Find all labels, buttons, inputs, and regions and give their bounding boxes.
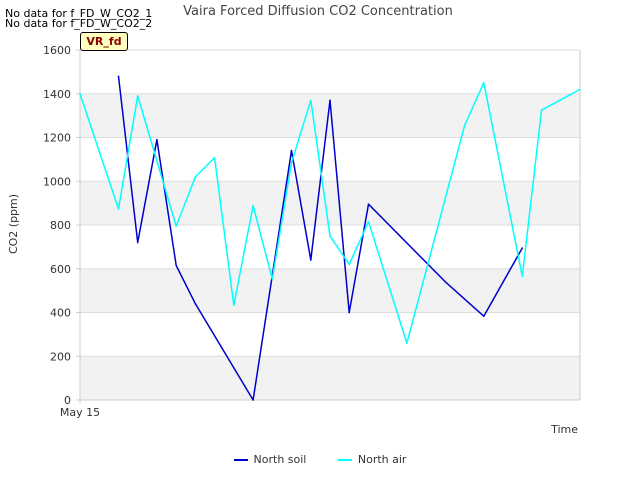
y-tick-label: 1200 <box>43 132 71 145</box>
x-tick-label: May 15 <box>60 406 100 419</box>
data-point-north-air <box>329 235 331 237</box>
legend: North soil North air <box>0 453 640 466</box>
legend-swatch-north-air <box>337 459 352 461</box>
data-point-north-air <box>175 225 177 227</box>
legend-swatch-north-soil <box>233 459 248 461</box>
y-tick-label: 0 <box>64 394 71 407</box>
data-point-north-soil <box>117 75 120 78</box>
y-tick-label: 1400 <box>43 88 71 101</box>
y-tick-label: 1000 <box>43 175 71 188</box>
no-data-notice-2: No data for f_FD_W_CO2_2 <box>5 17 153 30</box>
y-tick-label: 200 <box>50 350 71 363</box>
y-tick-label: 600 <box>50 263 71 276</box>
data-point-north-soil <box>367 203 370 205</box>
data-point-north-soil <box>521 247 524 249</box>
data-point-north-soil <box>252 399 254 401</box>
data-point-north-air <box>136 95 139 97</box>
axes <box>76 49 581 404</box>
y-tick-label: 800 <box>50 219 71 232</box>
data-point-north-air <box>290 161 293 164</box>
data-point-north-soil <box>194 303 197 305</box>
chart-title: Vaira Forced Diffusion CO2 Concentration <box>183 4 453 19</box>
no-data-notice-1: No data for f_FD_W_CO2_1 <box>5 7 153 20</box>
data-point-north-soil <box>156 138 158 141</box>
y-tick-label: 400 <box>50 307 71 320</box>
data-point-north-air <box>310 99 312 102</box>
data-point-north-soil <box>329 99 331 102</box>
data-point-north-soil <box>444 281 447 283</box>
legend-label-north-soil: North soil <box>253 453 307 466</box>
grid-band <box>80 268 580 313</box>
data-point-north-air <box>233 304 235 307</box>
data-point-north-air <box>521 275 524 278</box>
tick-labels: 0 200 400 600 800 1000 1200 1400 1600 May 15 <box>43 44 100 419</box>
data-series <box>79 75 581 401</box>
y-axis-label: CO2 (ppm) <box>7 194 20 254</box>
data-point-north-air <box>117 208 120 210</box>
data-point-north-soil <box>136 241 139 244</box>
data-point-north-air <box>348 263 351 266</box>
y-tick-label: 1600 <box>43 44 71 57</box>
site-tag: VR_fd <box>80 32 128 51</box>
data-point-north-soil <box>483 315 485 318</box>
legend-item-north-soil[interactable]: North soil <box>233 453 307 466</box>
data-point-north-air <box>483 82 485 84</box>
legend-item-north-air[interactable]: North air <box>337 453 407 466</box>
data-point-north-air <box>367 220 370 223</box>
grid-band <box>80 181 580 225</box>
data-point-north-air <box>540 109 543 111</box>
data-point-north-air <box>213 156 216 159</box>
data-point-north-air <box>271 278 274 280</box>
data-point-north-air <box>252 204 254 207</box>
data-point-north-soil <box>290 149 293 152</box>
data-point-north-air <box>194 176 197 178</box>
data-point-north-soil <box>310 259 312 261</box>
x-axis-label: Time <box>550 423 578 436</box>
data-point-north-air <box>406 342 408 344</box>
data-point-north-air <box>79 93 81 95</box>
data-point-north-soil <box>348 311 351 314</box>
series-line-north-soil <box>117 76 523 401</box>
series-line-north-air <box>79 82 581 344</box>
data-point-north-air <box>579 88 581 91</box>
data-point-north-air <box>463 124 466 127</box>
data-point-north-soil <box>175 264 177 267</box>
grid-band <box>80 356 580 400</box>
legend-label-north-air: North air <box>357 453 407 466</box>
